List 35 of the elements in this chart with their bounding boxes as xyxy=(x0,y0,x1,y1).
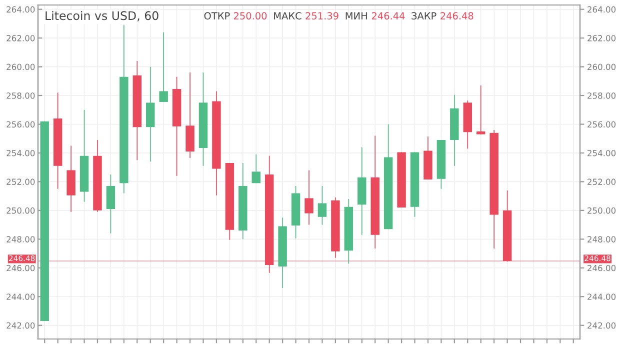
candlestick xyxy=(476,85,486,135)
annotation: МАКС 251.39 xyxy=(274,12,338,20)
candlestick xyxy=(106,174,116,234)
y-tick-label: 252.00 xyxy=(6,178,35,185)
candlestick xyxy=(159,32,168,102)
y-tick-label: 254.00 xyxy=(6,150,35,156)
y2-tick-label: 260.00 xyxy=(588,64,616,70)
y-tick-label: 258.00 xyxy=(6,92,35,99)
y2-tick-label: 264.00 xyxy=(588,6,616,13)
y2-tick-label: 250.00 xyxy=(588,207,616,214)
y2-tick-label: 248.00 xyxy=(588,236,616,242)
annotation: ЗАКР 246.48 xyxy=(412,12,474,20)
y-tick-label: 242.00 xyxy=(6,322,35,329)
chart-title: Litecoin vs USD, 60 xyxy=(46,10,158,22)
y2-tick-label: 262.00 xyxy=(588,35,616,42)
y2-tick-label: 258.00 xyxy=(588,92,616,99)
y-tick-label: 244.00 xyxy=(6,294,35,300)
y2-tick-label: 256.00 xyxy=(588,121,616,128)
y-tick-label: 260.00 xyxy=(6,64,35,70)
y2-tick-label: 254.00 xyxy=(588,150,616,156)
annotation: ОТКР 250.00 xyxy=(204,12,267,20)
y-tick-label: 248.00 xyxy=(6,236,35,242)
y2-tick-label: 244.00 xyxy=(588,294,616,300)
y-tick-label: 256.00 xyxy=(6,121,35,128)
y2-tick-label: 246.00 xyxy=(588,264,616,272)
annotation: МИН 246.44 xyxy=(346,12,405,20)
y2-tick-label: 242.00 xyxy=(588,322,616,329)
candlestick xyxy=(318,186,327,226)
candlestick xyxy=(252,154,260,184)
y2-tick-label: 252.00 xyxy=(588,178,616,185)
y-tick-label: 262.00 xyxy=(6,35,35,42)
y-tick-label: 250.00 xyxy=(6,207,35,214)
y-tick-label: 246.00 xyxy=(6,264,35,272)
candlestick xyxy=(304,170,314,226)
y-tick-label: 264.00 xyxy=(6,6,35,13)
